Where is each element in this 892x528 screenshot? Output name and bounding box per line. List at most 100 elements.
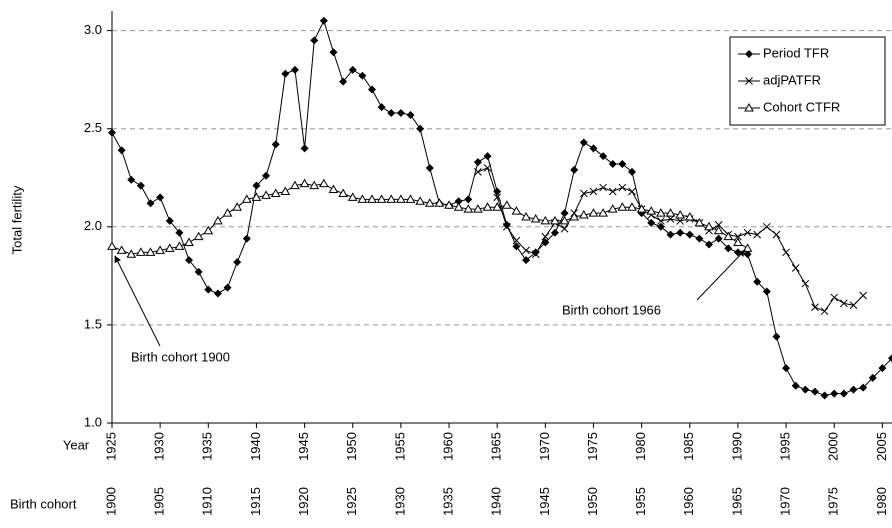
diamond-marker [473,158,482,167]
diamond-marker [368,85,376,94]
triangle-marker [569,211,580,221]
x-marker [493,193,502,202]
diamond-marker [339,77,348,86]
triangle-marker [694,217,705,227]
triangle-marker [338,188,348,197]
diamond-marker [570,165,579,174]
triangle-marker [627,202,637,211]
diamond-marker [618,160,627,169]
annotation: Birth cohort 1966 [562,302,661,317]
triangle-marker [550,215,560,225]
x-marker [512,236,521,245]
x2-tick-label: 1980 [874,487,889,516]
triangle-marker [290,180,300,190]
annotation-arrow [114,255,161,347]
x-marker [772,230,781,239]
x-tick-label: 1955 [392,432,407,461]
triangle-marker [588,208,599,217]
x-tick-label: 1930 [152,432,167,461]
diamond-marker [685,230,694,239]
diamond-marker [194,267,203,276]
triangle-marker [251,192,262,201]
triangle-marker [744,102,754,112]
triangle-marker [482,202,493,211]
series-line [111,19,892,397]
x-tick-label: 1985 [681,432,696,461]
x-marker [541,232,550,241]
diamond-marker [483,152,492,161]
triangle-marker [203,225,214,235]
x-marker [859,291,867,300]
triangle-marker [733,237,743,247]
y-axis-label: Total fertility [9,185,24,254]
diamond-marker [666,230,675,239]
diamond-marker [579,138,588,147]
triangle-marker [675,210,686,219]
triangle-marker [116,245,127,254]
triangle-marker [530,213,541,223]
x2-tick-label: 1935 [440,487,455,516]
diamond-marker [425,163,434,172]
triangle-marker [164,243,175,252]
x-axis-label: Year [63,437,90,452]
triangle-marker [559,215,570,225]
x-tick-label: 1945 [296,432,311,461]
diamond-marker [753,277,762,286]
diamond-marker [416,124,425,133]
triangle-marker [299,178,310,188]
x-tick-label: 1935 [200,432,215,461]
annotation-arrow [696,249,746,301]
diamond-marker [705,240,714,249]
x-marker [522,246,530,255]
diamond-marker [820,391,829,400]
diamond-marker [175,228,184,237]
triangle-marker [405,194,416,203]
triangle-marker [213,215,223,225]
diamond-marker [676,228,685,237]
y-tick-label: 1.5 [84,316,102,331]
legend-label: adjPATFR [763,72,821,87]
triangle-marker [222,208,233,217]
x-tick-label: 1975 [585,432,600,461]
x-marker [502,222,511,231]
x-marker [579,189,588,198]
triangle-marker [453,202,464,211]
x2-tick-label: 1930 [392,487,407,516]
triangle-marker [241,194,252,203]
triangle-marker [617,202,628,211]
diamond-marker [628,167,636,176]
triangle-marker [318,178,329,188]
triangle-marker [713,225,724,235]
x-marker [753,230,762,239]
x-marker [474,168,482,176]
legend-label: Cohort CTFR [763,99,840,114]
x-marker [820,307,829,316]
diamond-marker [300,144,309,153]
x2-tick-label: 1920 [296,487,311,516]
diamond-marker [454,197,463,206]
diamond-marker [608,160,617,169]
triangle-marker [261,190,271,199]
triangle-marker [270,188,281,197]
triangle-marker [521,211,531,221]
diamond-marker [888,354,892,363]
diamond-marker [223,283,232,292]
y-tick-label: 2.0 [84,218,102,233]
diamond-marker [319,16,328,25]
diamond-marker [127,175,136,184]
diamond-marker [589,144,598,153]
x-marker [811,303,819,312]
triangle-marker [367,194,377,203]
x-marker [483,164,492,172]
triangle-marker [492,202,503,211]
diamond-marker [560,209,569,218]
x-marker [628,187,636,196]
x-marker [849,301,858,310]
x-marker [830,293,839,302]
x-marker [666,215,675,223]
diamond-marker [233,258,242,267]
diamond-marker [396,109,405,118]
triangle-marker [174,241,185,250]
diamond-marker [242,234,251,243]
y-tick-label: 2.5 [84,120,102,135]
